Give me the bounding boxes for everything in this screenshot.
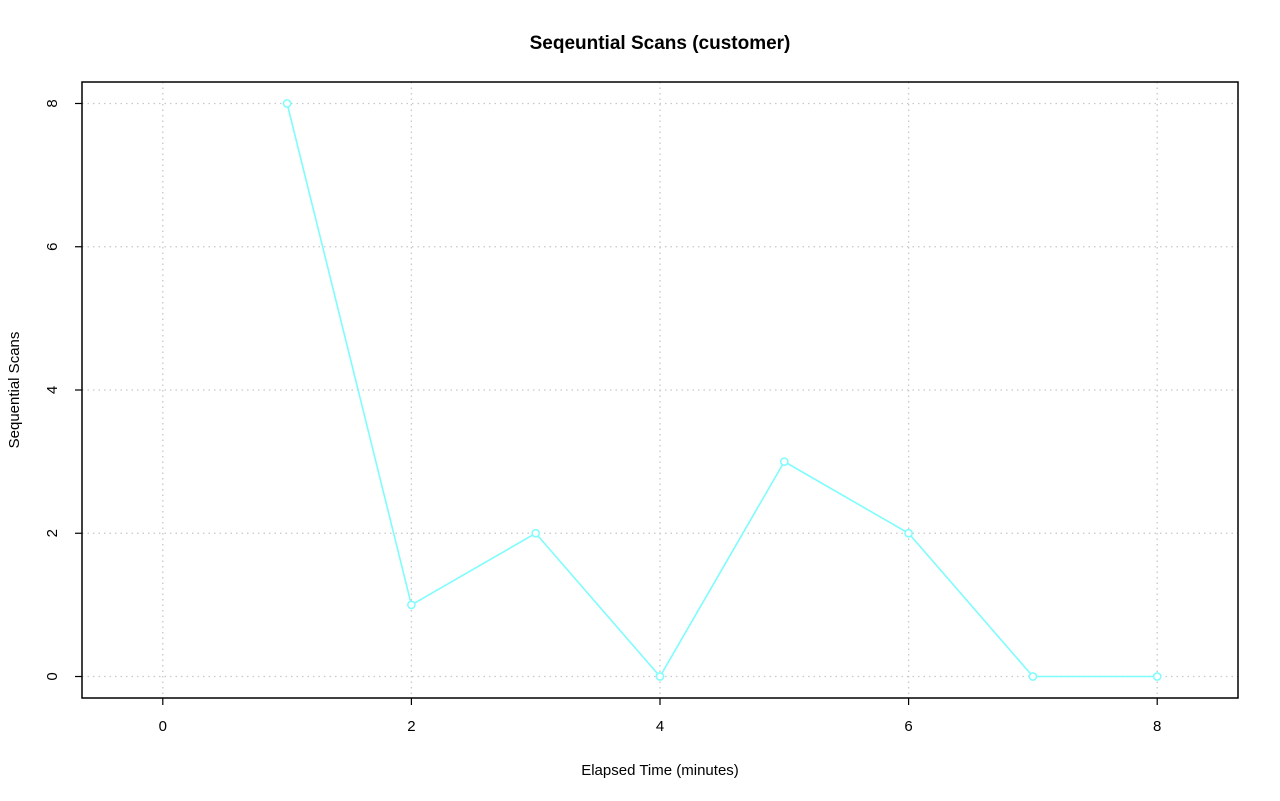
x-axis-label: Elapsed Time (minutes) (581, 762, 739, 779)
data-point (1028, 672, 1038, 681)
data-point (779, 457, 789, 466)
x-tick-label: 0 (159, 718, 167, 735)
series-line (286, 103, 1158, 678)
data-point (531, 528, 541, 538)
y-tick-label: 8 (44, 99, 61, 107)
x-tick-label: 8 (1153, 718, 1161, 735)
data-point (282, 99, 292, 108)
data-point (1152, 672, 1162, 681)
x-axis: 0 2 4 6 8 (159, 698, 1161, 735)
y-tick-label: 2 (44, 529, 61, 537)
chart-title: Seqeuntial Scans (customer) (530, 33, 791, 54)
y-tick-label: 0 (44, 672, 61, 680)
x-tick-label: 2 (407, 718, 415, 735)
y-tick-label: 6 (44, 243, 61, 251)
y-tick-label: 4 (44, 386, 61, 394)
y-axis-label: Sequential Scans (6, 332, 23, 449)
data-point (904, 528, 913, 538)
data-point (655, 672, 665, 681)
data-point (407, 600, 416, 610)
x-tick-label: 4 (656, 718, 664, 735)
y-axis: 0 2 4 6 8 (44, 99, 82, 681)
x-tick-label: 6 (904, 718, 912, 735)
grid (82, 82, 1238, 698)
series-layer (282, 99, 1162, 681)
